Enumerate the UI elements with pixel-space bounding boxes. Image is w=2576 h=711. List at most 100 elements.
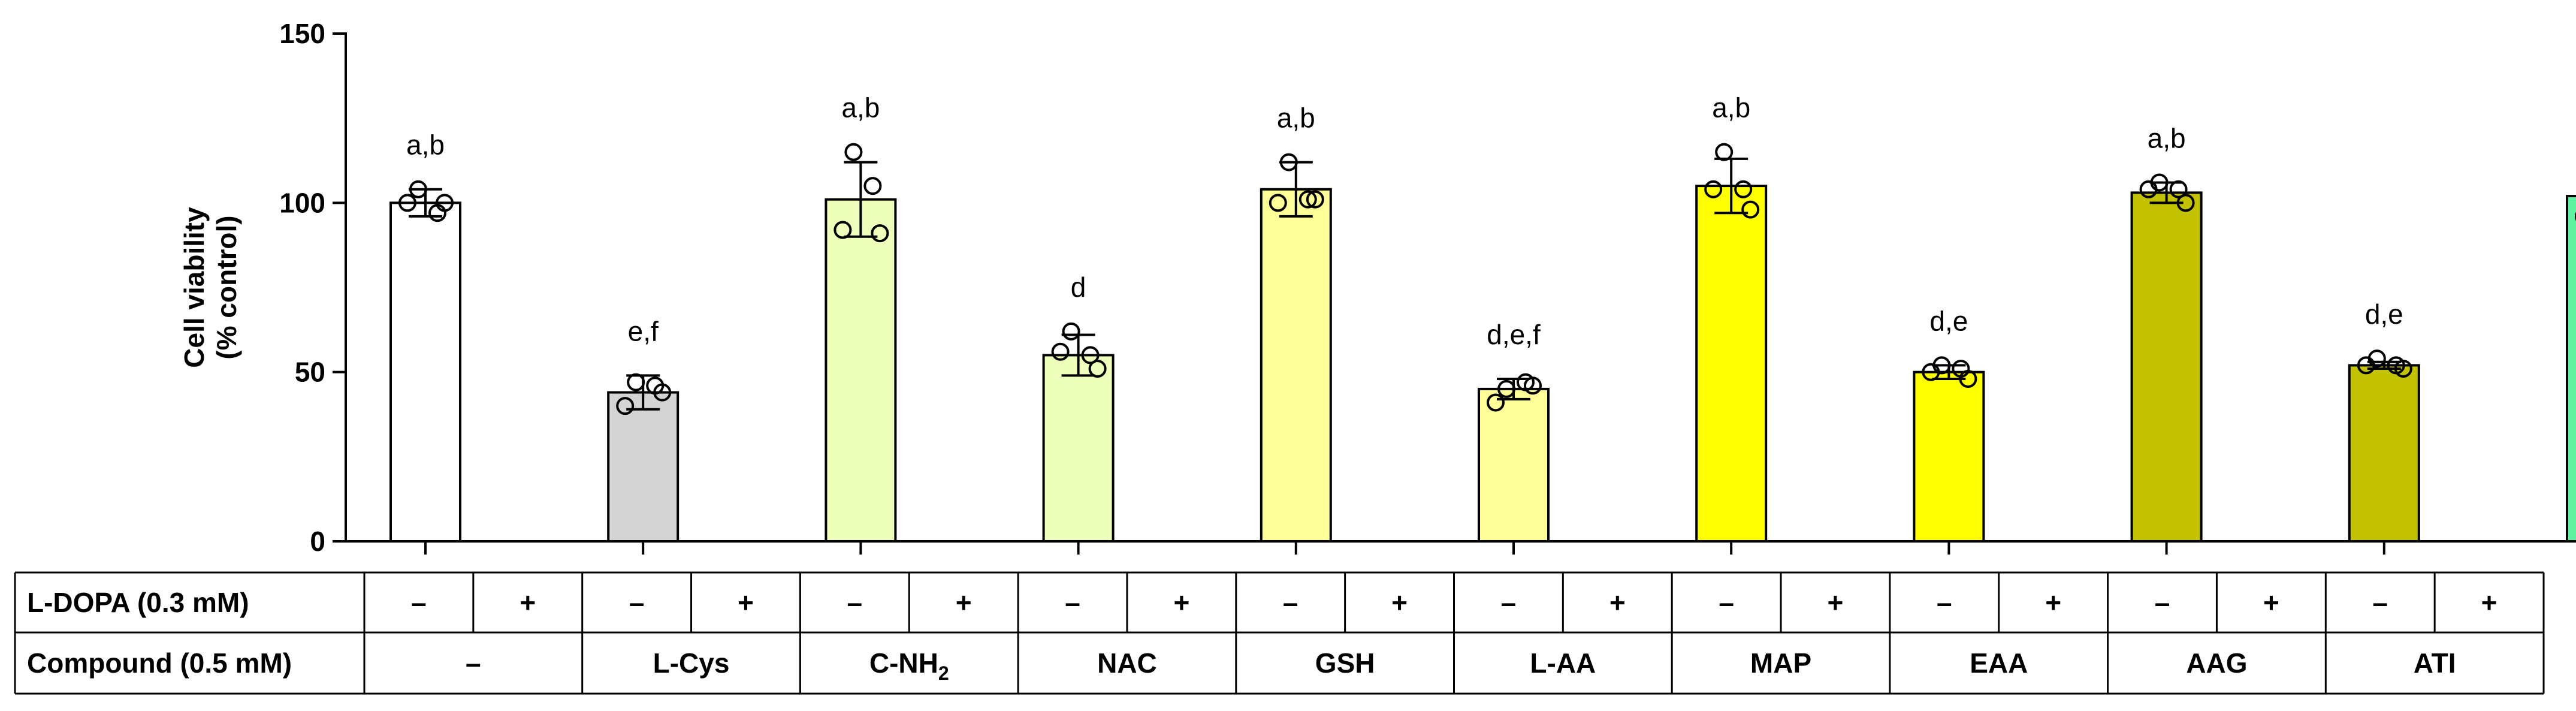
compound-name: – <box>466 647 481 679</box>
bar <box>389 201 461 543</box>
ldopa-sign: – <box>1283 587 1298 618</box>
ldopa-sign: + <box>520 587 536 618</box>
y-tick-label: 50 <box>295 357 325 388</box>
bar <box>2566 195 2576 543</box>
ldopa-sign: + <box>1609 587 1626 618</box>
data-point <box>833 221 852 239</box>
ldopa-sign: + <box>956 587 972 618</box>
ldopa-sign: – <box>847 587 863 618</box>
y-axis-title-line1: Cell viability <box>179 207 210 368</box>
significance-label: d <box>1071 272 1086 303</box>
significance-label: a,b <box>1712 92 1750 123</box>
bar <box>2130 191 2203 543</box>
data-point <box>844 143 863 161</box>
ldopa-sign: + <box>1173 587 1189 618</box>
compound-name: GSH <box>1315 647 1375 679</box>
axes: 0 50 100 150 Cell viability(% control) <box>179 18 2574 557</box>
data-point <box>2394 360 2412 378</box>
significance-label: a,b <box>841 92 880 123</box>
compound-name: AAG <box>2186 647 2247 679</box>
data-point <box>1741 200 1760 219</box>
row-label-ldopa: L-DOPA (0.3 mM) <box>27 587 249 618</box>
significance-label: a,b <box>2148 122 2186 153</box>
bar <box>607 391 680 543</box>
y-tick-label: 100 <box>279 187 325 218</box>
data-point <box>1306 190 1324 209</box>
compound-label: L-AA <box>1530 647 1596 679</box>
compound-label: C-NH2 <box>869 647 949 684</box>
data-point <box>436 194 454 212</box>
bar <box>1913 370 1985 543</box>
compound-label: EAA <box>1970 647 2028 679</box>
row-label-compound: Compound (0.5 mM) <box>27 647 292 679</box>
ldopa-sign: + <box>2263 587 2279 618</box>
ldopa-sign: + <box>2481 587 2498 618</box>
ldopa-sign: – <box>1937 587 1952 618</box>
bar <box>1478 387 1550 543</box>
ldopa-sign: – <box>629 587 645 618</box>
compound-label: GSH <box>1315 647 1375 679</box>
y-axis-title: Cell viability(% control) <box>179 207 242 368</box>
bars-group: a,be,fa,bda,bd,e,fa,bd,ea,bd,ea,bcacbd,e… <box>389 92 2576 543</box>
significance-label: e,f <box>628 315 659 347</box>
significance-label: d,e <box>2365 299 2403 330</box>
data-point <box>2169 180 2188 198</box>
compound-label: AAG <box>2186 647 2247 679</box>
bar <box>1042 354 1115 543</box>
bar <box>2348 364 2420 543</box>
data-point <box>1081 346 1100 364</box>
data-point <box>1497 379 1515 398</box>
data-point <box>1524 376 1542 395</box>
data-point <box>2176 194 2195 212</box>
significance-label: a,b <box>406 129 445 161</box>
data-point <box>616 397 635 415</box>
ldopa-sign: – <box>1501 587 1517 618</box>
ldopa-sign: – <box>2155 587 2170 618</box>
compound-label: L-Cys <box>653 647 730 679</box>
data-point <box>1279 153 1298 171</box>
data-point <box>2357 356 2375 375</box>
data-point <box>863 177 882 195</box>
data-point <box>653 383 672 402</box>
data-point <box>1062 322 1080 341</box>
data-point <box>1269 194 1287 212</box>
compound-label: NAC <box>1097 647 1157 679</box>
compound-label: MAP <box>1750 647 1811 679</box>
data-point <box>1922 363 1940 381</box>
data-point <box>627 373 645 391</box>
ldopa-sign: – <box>1065 587 1080 618</box>
data-point <box>1704 180 1723 198</box>
data-point <box>1051 342 1070 361</box>
data-point <box>871 224 889 243</box>
data-point <box>1088 360 1107 378</box>
data-point <box>1298 190 1317 209</box>
ldopa-sign: + <box>1828 587 1844 618</box>
compound-name: EAA <box>1970 647 2028 679</box>
compound-label: ATI <box>2414 647 2456 679</box>
compound-name: NAC <box>1097 647 1157 679</box>
bar <box>1260 188 1332 543</box>
ldopa-sign: + <box>1391 587 1408 618</box>
significance-label: a,b <box>1277 103 1315 134</box>
compound-name: C-NH <box>869 647 938 679</box>
compound-name: L-AA <box>1530 647 1596 679</box>
data-point <box>409 180 427 198</box>
ldopa-sign: – <box>1719 587 1734 618</box>
data-point <box>1487 393 1505 412</box>
data-point <box>398 194 416 212</box>
y-tick-label: 150 <box>279 18 325 49</box>
data-point <box>1959 369 1977 388</box>
bar <box>1695 185 1768 543</box>
ldopa-sign: – <box>411 587 427 618</box>
data-point <box>1715 143 1734 161</box>
compound-name: MAP <box>1750 647 1811 679</box>
y-axis-title-line2: (% control) <box>211 215 242 359</box>
significance-label: d,e <box>1929 305 1968 336</box>
ldopa-sign: – <box>2372 587 2388 618</box>
y-tick-label: 0 <box>310 526 325 557</box>
significance-label: d,e,f <box>1487 319 1541 350</box>
compound-subscript: 2 <box>938 662 949 684</box>
data-point <box>2139 180 2158 198</box>
condition-table: L-DOPA (0.3 mM) Compound (0.5 mM) – + – + – + – +… <box>14 571 2545 695</box>
